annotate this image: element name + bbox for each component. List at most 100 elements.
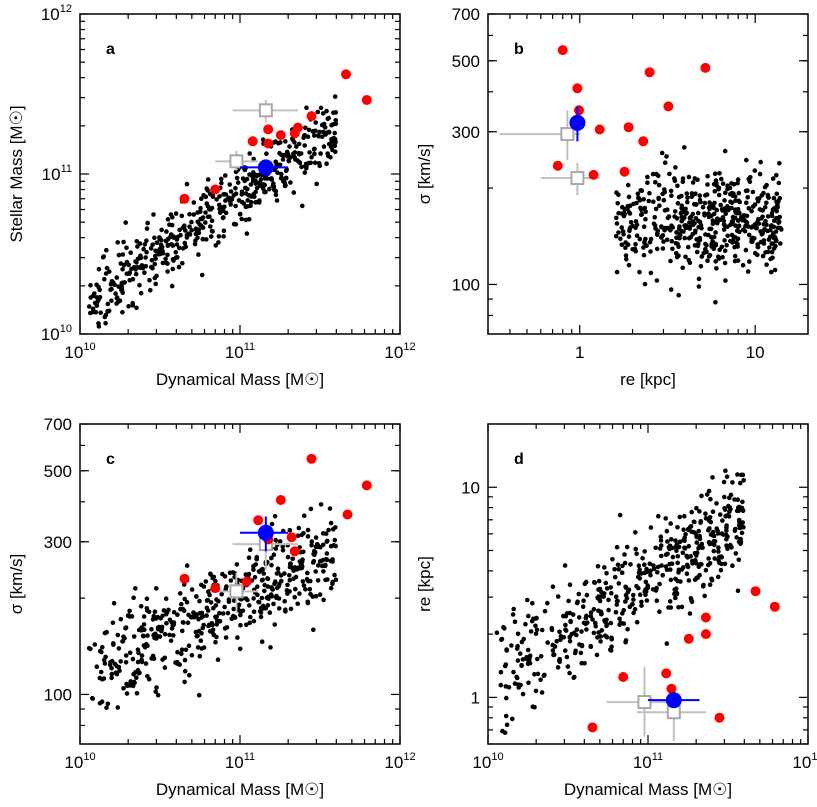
background-point bbox=[178, 606, 183, 612]
background-point bbox=[296, 150, 302, 156]
background-point bbox=[662, 187, 667, 192]
background-point bbox=[160, 657, 165, 662]
background-point bbox=[238, 211, 243, 217]
background-point bbox=[204, 613, 209, 618]
background-point bbox=[211, 605, 216, 611]
background-point bbox=[517, 651, 523, 656]
background-point bbox=[659, 235, 664, 240]
background-point bbox=[194, 227, 199, 233]
background-point bbox=[686, 578, 692, 583]
background-point bbox=[293, 157, 298, 162]
background-point bbox=[704, 249, 709, 255]
background-point bbox=[657, 581, 662, 587]
background-point bbox=[533, 688, 539, 694]
background-point bbox=[134, 305, 139, 311]
background-point bbox=[143, 661, 149, 666]
background-point bbox=[617, 512, 623, 518]
background-point bbox=[268, 645, 273, 650]
background-point bbox=[636, 574, 641, 580]
background-point bbox=[672, 209, 678, 214]
background-point bbox=[224, 625, 230, 630]
background-point bbox=[722, 561, 728, 567]
background-point bbox=[210, 627, 216, 633]
background-point bbox=[721, 218, 727, 224]
background-point bbox=[685, 199, 690, 205]
background-point bbox=[702, 213, 707, 218]
background-point bbox=[716, 192, 722, 198]
background-point bbox=[313, 593, 319, 599]
background-point bbox=[660, 191, 665, 197]
panel-d: 1010 1011 1012 1 10 Dynamical Mass [M☉] re [kp… bbox=[415, 423, 817, 799]
background-point bbox=[702, 200, 708, 206]
red-point bbox=[275, 495, 286, 505]
background-point bbox=[749, 208, 754, 214]
background-point bbox=[504, 647, 509, 652]
background-point bbox=[620, 563, 625, 569]
background-point bbox=[770, 207, 776, 212]
background-point bbox=[170, 257, 176, 262]
background-point bbox=[297, 591, 302, 596]
background-point bbox=[731, 182, 737, 187]
background-point bbox=[562, 563, 568, 568]
background-point bbox=[612, 567, 617, 572]
background-point bbox=[655, 173, 661, 178]
background-point bbox=[312, 552, 317, 558]
background-point bbox=[558, 633, 564, 639]
background-point bbox=[173, 660, 178, 665]
background-point bbox=[276, 606, 282, 611]
background-point bbox=[722, 238, 727, 243]
background-point bbox=[769, 211, 775, 216]
background-point bbox=[273, 192, 279, 198]
background-point bbox=[720, 254, 725, 260]
background-point bbox=[217, 194, 222, 199]
background-point bbox=[182, 240, 188, 246]
background-point bbox=[510, 612, 516, 617]
background-point bbox=[99, 699, 105, 704]
background-point bbox=[177, 591, 183, 596]
background-point bbox=[223, 635, 229, 640]
background-point bbox=[538, 677, 543, 683]
background-point bbox=[102, 661, 108, 666]
background-point bbox=[765, 194, 771, 199]
background-point bbox=[208, 572, 213, 577]
background-point bbox=[142, 270, 147, 276]
red-point bbox=[210, 583, 221, 594]
background-point bbox=[259, 595, 265, 601]
background-point bbox=[673, 241, 679, 246]
background-point bbox=[677, 514, 683, 520]
background-point bbox=[603, 633, 608, 638]
x-tick-label: 1011 bbox=[225, 341, 255, 362]
background-point bbox=[686, 236, 692, 241]
background-point bbox=[690, 222, 696, 228]
background-point bbox=[703, 511, 708, 516]
background-point bbox=[333, 118, 339, 123]
background-point bbox=[533, 616, 539, 621]
background-point bbox=[179, 601, 184, 607]
background-point bbox=[134, 239, 140, 244]
background-point bbox=[760, 253, 766, 259]
background-point bbox=[631, 597, 636, 602]
background-point bbox=[189, 653, 195, 658]
background-point bbox=[739, 530, 745, 536]
background-point bbox=[234, 562, 240, 567]
background-point bbox=[115, 705, 121, 710]
background-point bbox=[269, 176, 274, 181]
background-point bbox=[152, 235, 157, 241]
background-point bbox=[555, 594, 561, 599]
background-point bbox=[182, 596, 187, 602]
background-point bbox=[292, 594, 298, 600]
background-point bbox=[205, 598, 211, 603]
background-point bbox=[159, 227, 164, 233]
background-point bbox=[274, 198, 280, 203]
background-point bbox=[645, 585, 651, 590]
background-point bbox=[321, 129, 326, 135]
background-point bbox=[668, 577, 674, 583]
background-point bbox=[153, 256, 158, 262]
background-point bbox=[284, 149, 290, 155]
background-point bbox=[735, 177, 741, 182]
background-point bbox=[286, 158, 292, 164]
background-point bbox=[265, 603, 271, 608]
y-axis-label: σ [km/s] bbox=[7, 554, 26, 615]
background-point bbox=[648, 572, 653, 578]
background-point bbox=[253, 199, 259, 205]
